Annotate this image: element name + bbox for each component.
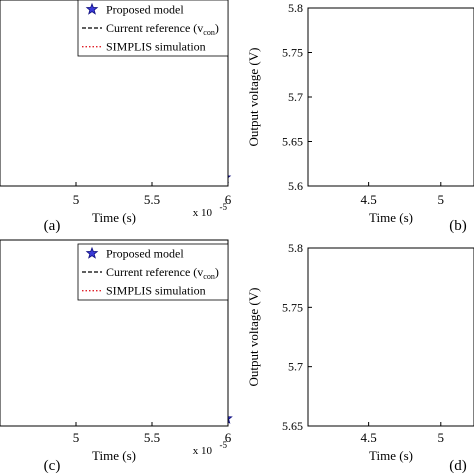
x-tick-label: 4.5 [361, 430, 377, 445]
x-tick-label: 5 [438, 430, 445, 445]
y-tick-label: 5.65 [282, 135, 303, 149]
legend-label-proposed: Proposed model [106, 246, 184, 260]
y-tick-label: 5.65 [282, 419, 303, 433]
panel-c: Proposed model Current reference (vcon) SI… [0, 240, 232, 474]
x-axis-label: Time (s) [369, 210, 413, 225]
y-tick-label: 5.8 [288, 241, 303, 255]
x-axis-label: Time (s) [92, 210, 136, 225]
x-exponent-label: x 10 [193, 207, 213, 219]
panel-b-frame [308, 8, 474, 186]
x-tick-label: 5 [438, 192, 445, 207]
x-axis-label: Time (s) [369, 448, 413, 463]
x-tick-label: 4.5 [361, 192, 377, 207]
x-tick-label: 5.5 [144, 430, 160, 445]
panel-label: (a) [44, 218, 61, 234]
legend-label-proposed: Proposed model [106, 2, 184, 16]
legend-label-tail: ) [215, 265, 219, 279]
x-exponent-power: -5 [220, 440, 228, 450]
legend-label-simplis: SIMPLIS simulation [106, 284, 206, 298]
legend-label-current_ref: Current reference (vcon) [106, 21, 219, 37]
legend-label-subscript: con [203, 28, 215, 37]
y-axis-label: Output voltage (V) [246, 288, 261, 387]
legend-label-current_ref: Current reference (vcon) [106, 265, 219, 281]
x-tick-label: 5.5 [144, 192, 160, 207]
panel-label: (d) [449, 458, 467, 474]
legend-label-simplis: SIMPLIS simulation [106, 40, 206, 54]
panel-b-axes [308, 8, 474, 186]
panel-d-axes [308, 248, 474, 426]
x-exponent-power: -5 [220, 202, 228, 212]
y-axis-label: Output voltage (V) [246, 48, 261, 147]
x-axis-label: Time (s) [92, 448, 136, 463]
panel-a-legend: Proposed model Current reference (vcon) SI… [78, 0, 228, 56]
y-tick-label: 5.7 [288, 90, 303, 104]
x-tick-label: 5 [73, 192, 80, 207]
y-tick-label: 5.8 [288, 1, 303, 15]
y-tick-label: 5.75 [282, 46, 303, 60]
x-tick-label: 5 [73, 430, 80, 445]
y-tick-label: 5.6 [288, 179, 303, 193]
panel-c-legend: Proposed model Current reference (vcon) SI… [78, 244, 228, 300]
panel-b: 4.5 5 5.6 5.65 5.7 5.75 5.8 Output voltage (V) T… [246, 1, 474, 234]
y-tick-label: 5.75 [282, 300, 303, 314]
panel-a: Proposed model Current reference (vcon) SI… [0, 0, 232, 234]
panel-label: (c) [44, 458, 61, 474]
panel-label: (b) [449, 218, 467, 234]
panel-d-frame [308, 248, 474, 426]
x-exponent-label: x 10 [193, 445, 213, 457]
legend-label-tail: ) [215, 21, 219, 35]
legend-label-subscript: con [203, 272, 215, 281]
y-tick-label: 5.7 [288, 360, 303, 374]
panel-d: 4.5 5 5.65 5.7 5.75 5.8 Output voltage (V) Time… [246, 241, 474, 474]
